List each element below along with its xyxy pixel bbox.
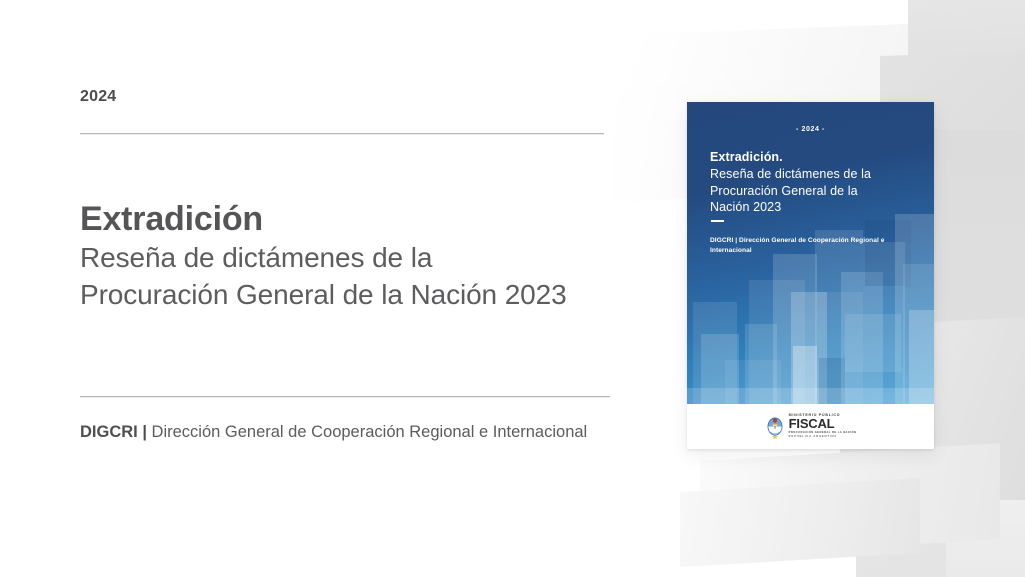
decor-shape-e (930, 130, 1025, 430)
decor-shape-j (946, 500, 1025, 577)
page-subtitle: Reseña de dictámenes de la Procuración G… (80, 240, 620, 314)
logo-main-word: FISCAL (788, 416, 835, 432)
title-block: Extradición Reseña de dictámenes de la P… (80, 200, 620, 314)
cover-block-15 (895, 214, 934, 404)
left-text-column: 2024 Extradición Reseña de dictámenes de… (80, 0, 620, 577)
book-cover-text: - 2024 - Extradición. Reseña de dictámen… (687, 102, 934, 404)
cover-block-2 (701, 334, 739, 404)
book-title-line4: Nación 2023 (710, 200, 782, 215)
decor-shape-h (680, 477, 920, 568)
book-title: Extradición. Reseña de dictámenes de la … (710, 149, 915, 216)
mpf-logo: MINISTERIO PÚBLICO FISCAL PROCURACIÓN GE… (765, 414, 857, 439)
book-dash-separator (711, 220, 724, 222)
cover-block-3 (745, 324, 777, 404)
cover-block-10 (819, 358, 845, 404)
cover-block-8 (815, 230, 863, 404)
cover-block-13 (863, 242, 905, 404)
cover-block-7 (793, 346, 817, 404)
department-acronym: DIGCRI | (80, 423, 147, 441)
cover-block-18 (725, 360, 781, 404)
page-subtitle-line2: Procuración General de la Nación 2023 (80, 279, 567, 311)
cover-block-12 (845, 314, 901, 372)
cover-block-14 (865, 220, 911, 286)
department-name: Dirección General de Cooperación Regiona… (146, 423, 588, 441)
logo-sub-line-1: PROCURACIÓN GENERAL DE LA NACIÓN (788, 431, 857, 435)
argentina-shield-icon (767, 417, 783, 439)
book-cover-artwork (687, 102, 934, 404)
book-title-line3: Procuración General de la (710, 183, 858, 198)
book-cover-thumbnail[interactable]: - 2024 - Extradición. Reseña de dictámen… (687, 102, 934, 449)
department-credit: DIGCRI | Dirección General de Cooperació… (80, 420, 600, 445)
cover-block-19 (687, 388, 934, 404)
cover-block-9 (817, 292, 863, 404)
cover-block-1 (693, 302, 737, 404)
cover-block-11 (841, 272, 883, 404)
year-label: 2024 (80, 88, 117, 105)
logo-top-line: MINISTERIO PÚBLICO (788, 413, 841, 418)
cover-block-4 (749, 280, 805, 404)
cover-block-6 (791, 292, 827, 404)
logo-wordmark: MINISTERIO PÚBLICO FISCAL PROCURACIÓN GE… (789, 414, 857, 438)
decor-shape-g (700, 443, 1000, 557)
cover-block-16 (903, 264, 934, 404)
page-subtitle-line1: Reseña de dictámenes de la (80, 242, 433, 274)
book-department-credit: DIGCRI | Dirección General de Cooperació… (710, 237, 885, 255)
cover-block-17 (909, 310, 934, 404)
page-title: Extradición (80, 200, 263, 238)
cover-block-5 (773, 254, 817, 404)
divider-bottom (80, 396, 610, 397)
book-year-label: - 2024 - (796, 126, 825, 133)
book-title-line2: Reseña de dictámenes de la (710, 166, 872, 181)
divider-top (80, 133, 604, 134)
book-title-line1: Extradición. (710, 150, 783, 164)
book-footer: MINISTERIO PÚBLICO FISCAL PROCURACIÓN GE… (687, 404, 934, 449)
logo-sub-line-2: REPÚBLICA ARGENTINA (788, 434, 838, 438)
